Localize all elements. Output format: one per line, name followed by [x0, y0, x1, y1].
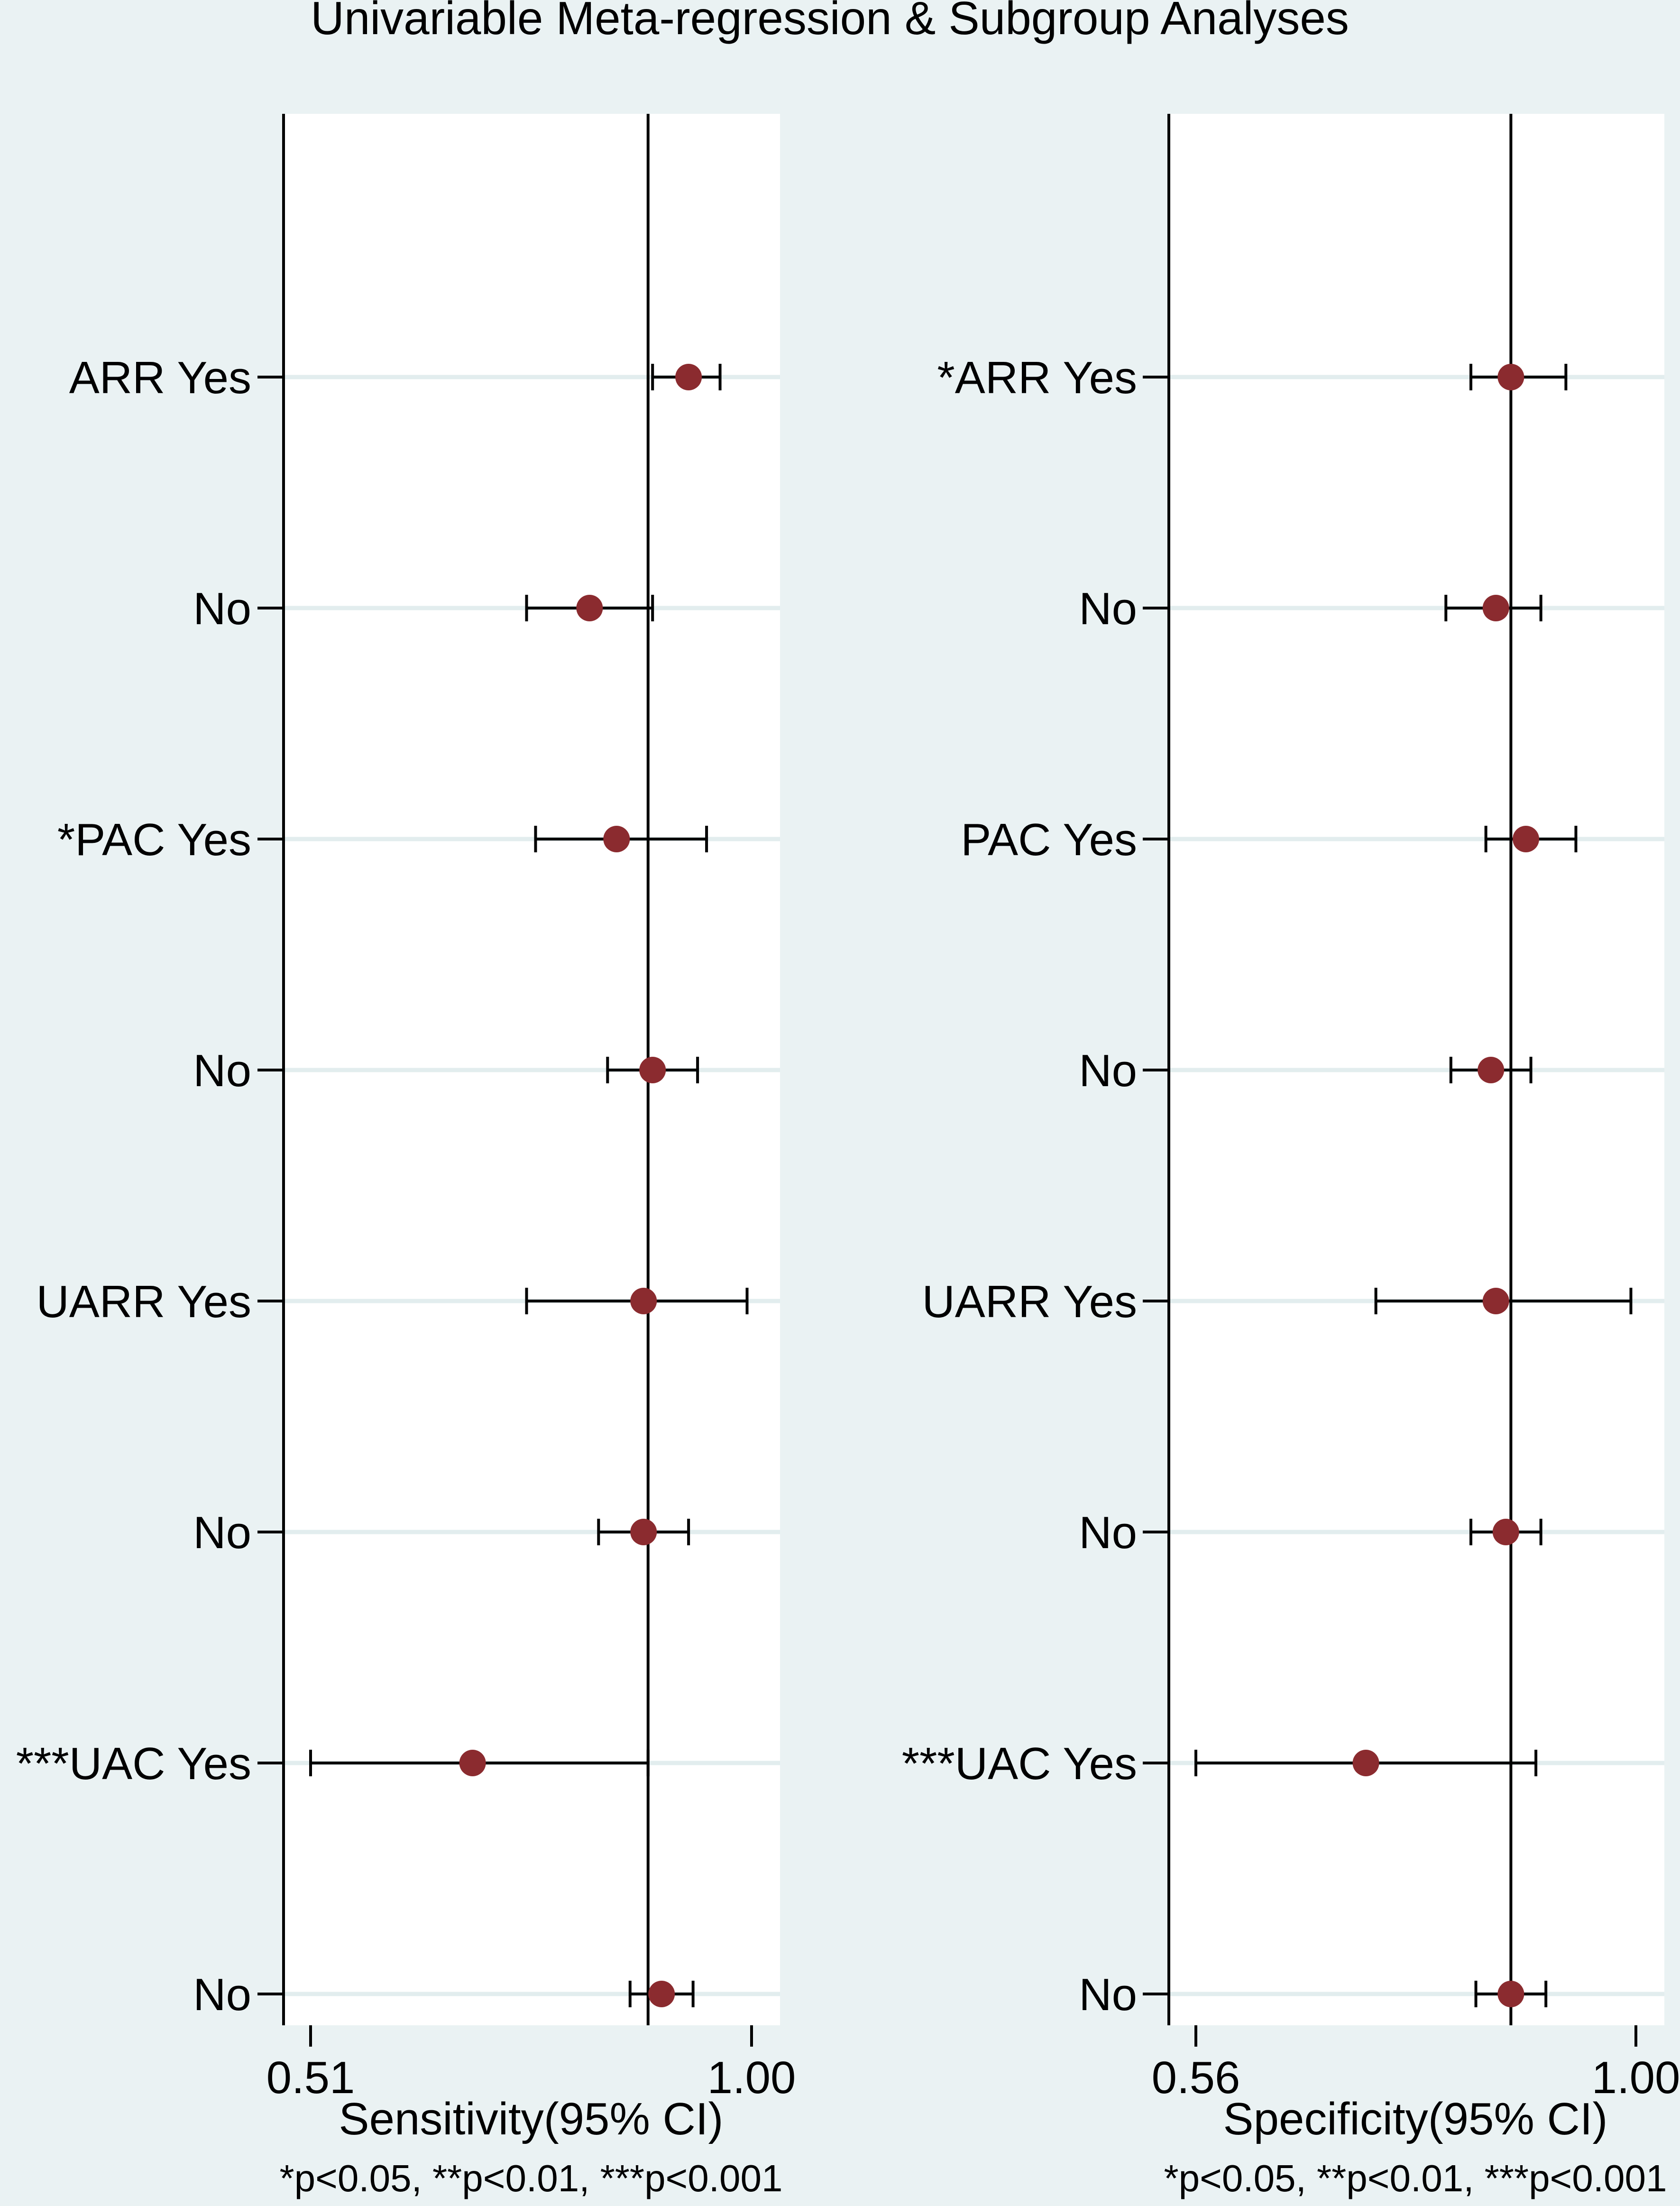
point-estimate [459, 1750, 486, 1776]
row-label: ***UAC Yes [902, 1738, 1137, 1789]
point-estimate [1482, 595, 1509, 621]
point-estimate [1352, 1750, 1379, 1776]
point-estimate [1497, 1981, 1524, 2007]
x-tick-label: 0.51 [266, 2052, 355, 2103]
point-estimate [648, 1981, 675, 2007]
significance-note: *p<0.05, **p<0.01, ***p<0.001 [280, 2157, 783, 2199]
x-tick-label: 1.00 [1592, 2052, 1680, 2103]
specificity-panel: *ARR Yes No PAC Yes No UARR Yes No ***UAC Yes N… [902, 114, 1680, 2199]
row-label: No [1079, 1969, 1137, 2020]
row-label: UARR Yes [922, 1276, 1137, 1327]
point-estimate [1492, 1519, 1519, 1545]
row-label: *ARR Yes [937, 352, 1137, 403]
row-label: No [193, 583, 251, 634]
x-tick-label: 0.56 [1152, 2052, 1240, 2103]
point-estimate [576, 595, 603, 621]
row-label: No [193, 1507, 251, 1558]
row-label: PAC Yes [961, 814, 1137, 865]
row-label: UARR Yes [36, 1276, 251, 1327]
chart-title: Univariable Meta-regression & Subgroup A… [311, 0, 1349, 44]
point-estimate [1478, 1057, 1505, 1083]
point-estimate [639, 1057, 666, 1083]
row-label: No [193, 1969, 251, 2020]
significance-note: *p<0.05, **p<0.01, ***p<0.001 [1164, 2157, 1667, 2199]
x-axis-label: Specificity(95% CI) [1223, 2094, 1608, 2144]
point-estimate [675, 364, 702, 390]
point-estimate [1513, 826, 1539, 852]
point-estimate [1497, 364, 1524, 390]
point-estimate [630, 1288, 657, 1314]
row-label: No [193, 1045, 251, 1096]
row-label: ***UAC Yes [16, 1738, 251, 1789]
x-axis-label: Sensitivity(95% CI) [339, 2094, 724, 2144]
point-estimate [1482, 1288, 1509, 1314]
row-label: No [1079, 1507, 1137, 1558]
row-label: *PAC Yes [57, 814, 251, 865]
point-estimate [603, 826, 630, 852]
x-tick-label: 1.00 [707, 2052, 796, 2103]
row-label: ARR Yes [69, 352, 251, 403]
row-label: No [1079, 1045, 1137, 1096]
sensitivity-panel: ARR Yes No *PAC Yes No UARR Yes No ***UAC Yes N… [16, 114, 796, 2199]
row-label: No [1079, 583, 1137, 634]
point-estimate [630, 1519, 657, 1545]
